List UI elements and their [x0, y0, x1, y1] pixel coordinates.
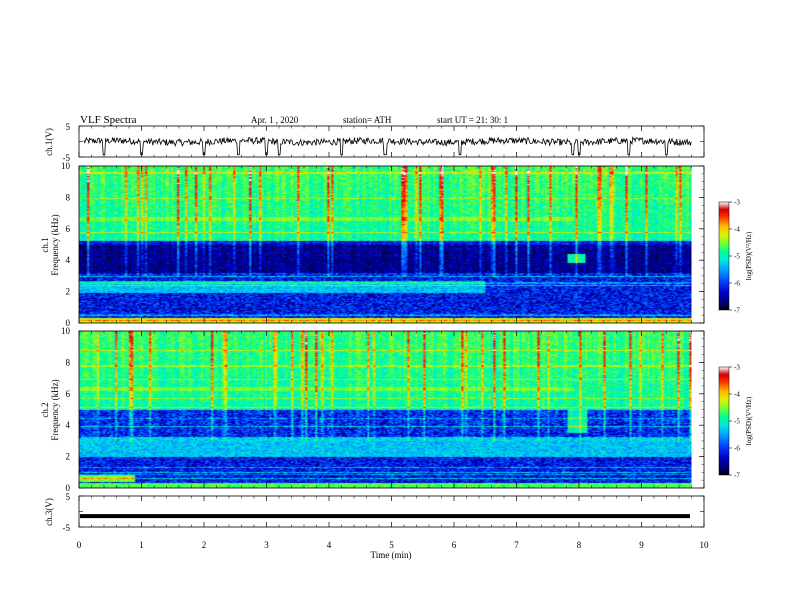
ch2-spectrogram-image [79, 331, 692, 488]
ch3-waveform-panel: ch.3(V) 5 -5 [44, 492, 705, 533]
frequency-tick-label: 2 [66, 452, 71, 462]
ch3-ytick-min: -5 [63, 523, 71, 533]
ch2-colorbar-label: log(PSD)(V²/Hz) [745, 396, 753, 445]
frequency-tick-label: 0 [66, 318, 71, 328]
time-tick-label: 7 [514, 540, 519, 550]
time-tick-label: 0 [77, 540, 82, 550]
ch2-spec-ylabel-line2: Frequency (kHz) [50, 379, 60, 440]
ch2-colorbar: -3 -4 -5 -6 -7 log(PSD)(V²/Hz) [718, 364, 753, 480]
start-time-label: start UT = 21: 30: 1 [437, 115, 508, 125]
ch1-spec-ylabel-line1: ch.1 [40, 237, 50, 252]
frequency-tick-label: 2 [66, 287, 71, 297]
frequency-tick-label: 8 [66, 192, 71, 202]
colorbar-tick-label: -5 [734, 418, 740, 426]
time-tick-label: 2 [202, 540, 207, 550]
time-tick-label: 9 [639, 540, 644, 550]
ch2-spectrogram-panel: ch.2 Frequency (kHz) 0 2 4 6 8 10 [40, 326, 705, 493]
colorbar-tick-label: -7 [734, 472, 740, 480]
ch1-ytick-min: -5 [63, 153, 71, 163]
ch1-ytick-max: 5 [66, 122, 71, 132]
colorbar-tick-label: -5 [734, 253, 740, 261]
ch1-ytick-labels: 5 -5 [63, 122, 71, 163]
time-tick-label: 6 [452, 540, 457, 550]
frequency-tick-label: 10 [61, 326, 71, 336]
ch2-spec-ylabel-line1: ch.2 [40, 402, 50, 417]
frequency-tick-label: 8 [66, 357, 71, 367]
ch3-ylabel: ch.3(V) [44, 498, 54, 526]
time-tick-labels: 0 1 2 3 4 5 6 7 8 9 10 [77, 126, 709, 550]
station-label: station= ATH [343, 115, 392, 125]
ch1-colorbar: -3 -4 -5 -6 -7 log(PSD)(V²/Hz) [718, 199, 753, 315]
frequency-tick-label: 4 [66, 255, 71, 265]
colorbar-tick-label: -3 [734, 199, 740, 207]
time-tick-label: 8 [577, 540, 582, 550]
ch3-ytick-max: 5 [66, 492, 71, 502]
colorbar-tick-label: -6 [734, 280, 740, 288]
frequency-tick-label: 6 [66, 224, 71, 234]
time-axis: 0 1 2 3 4 5 6 7 8 9 10 Time (min) [77, 126, 709, 560]
time-tick-label: 4 [327, 540, 332, 550]
colorbar-tick-label: -3 [734, 364, 740, 372]
colorbar-tick-label: -6 [734, 445, 740, 453]
ch1-colorbar-gradient [718, 201, 730, 311]
frequency-tick-label: 0 [66, 483, 71, 493]
colorbar-tick-label: -7 [734, 307, 740, 315]
time-tick-label: 3 [264, 540, 269, 550]
ch2-colorbar-gradient [718, 366, 730, 476]
ch3-ytick-labels: 5 -5 [63, 492, 71, 533]
time-tick-label: 5 [389, 540, 394, 550]
ch1-ylabel: ch.1(V) [44, 128, 54, 156]
ch1-spec-ylabel-line2: Frequency (kHz) [50, 214, 60, 275]
ch1-waveform-line [83, 135, 692, 156]
figure-title: VLF Spectra [80, 114, 137, 126]
ch1-spectrogram-image [79, 166, 692, 323]
ch1-colorbar-label: log(PSD)(V²/Hz) [745, 231, 753, 280]
frequency-tick-label: 6 [66, 389, 71, 399]
ch1-waveform-panel: ch.1(V) 5 -5 [44, 122, 705, 163]
time-tick-label: 1 [139, 540, 144, 550]
ch1-colorbar-ticks: -3 -4 -5 -6 -7 [729, 199, 740, 315]
time-tick-label: 10 [700, 540, 710, 550]
ch2-colorbar-ticks: -3 -4 -5 -6 -7 [729, 364, 740, 480]
colorbar-tick-label: -4 [734, 226, 740, 234]
time-axis-label: Time (min) [371, 550, 412, 560]
frequency-tick-label: 4 [66, 420, 71, 430]
ch1-spectrogram-panel: ch.1 Frequency (kHz) 0 2 4 6 8 10 [40, 161, 705, 328]
colorbar-tick-label: -4 [734, 391, 740, 399]
date-label: Apr. 1 , 2020 [251, 115, 299, 125]
frequency-tick-label: 10 [61, 161, 71, 171]
